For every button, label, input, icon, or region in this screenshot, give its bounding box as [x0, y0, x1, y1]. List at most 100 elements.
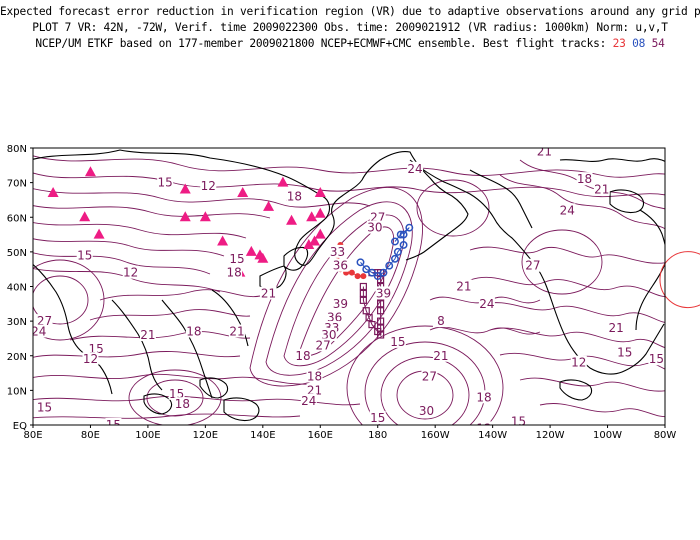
contour-label-bg	[185, 324, 202, 338]
contour-label: 21	[433, 349, 448, 363]
contour-label-bg	[306, 369, 323, 383]
contour-label-bg	[576, 172, 593, 186]
contour-label: 24	[31, 325, 46, 339]
contour-label-bg	[332, 296, 349, 310]
contour-label-bg	[320, 327, 337, 341]
contour-label-bg	[300, 393, 317, 407]
contour-label-bg	[105, 418, 122, 425]
observation-site-triangle	[314, 207, 326, 218]
contour-label-bg	[593, 182, 610, 196]
contour-label: 39	[333, 297, 348, 311]
contour-line-5	[33, 222, 247, 239]
contour-line-10	[89, 309, 251, 321]
contour-label-bg	[389, 334, 406, 348]
contour-label-bg	[315, 338, 332, 352]
coast-borneo	[223, 397, 260, 422]
contour-label: 15	[229, 252, 244, 266]
contour-label: 21	[537, 144, 552, 158]
y-axis-tick-label: 80N	[7, 144, 27, 155]
coast-alaska	[469, 169, 533, 229]
track-08-point	[391, 254, 399, 263]
coast-america-east	[635, 209, 665, 331]
contour-label: 21	[140, 328, 155, 342]
title-line-1: Expected forecast error reduction in ver…	[0, 5, 700, 18]
observation-site-triangle	[79, 211, 91, 222]
contour-label-bg	[366, 220, 383, 234]
contour-label: 21	[594, 183, 609, 197]
contour-label-bg	[476, 390, 493, 404]
coast-philippines	[199, 377, 229, 399]
x-axis-tick-label: 160W	[421, 430, 450, 441]
contour-label-bg	[174, 397, 191, 411]
track-08-point	[368, 268, 376, 277]
contour-label: 21	[229, 325, 244, 339]
contour-label-bg	[82, 352, 99, 366]
observation-site-triangle	[263, 200, 275, 211]
observation-site-triangle	[245, 245, 257, 256]
map-frame	[32, 147, 666, 426]
contour-label-bg	[286, 189, 303, 203]
contour-label: 8	[437, 314, 445, 328]
x-axis-tick-label: 120W	[536, 430, 565, 441]
contour-label: 21	[456, 280, 471, 294]
contour-label: 15	[370, 411, 385, 425]
contour-label-bg	[33, 324, 47, 338]
flight-tracks-layer	[334, 223, 414, 339]
track-23-point	[354, 273, 361, 280]
contour-label: 27	[525, 259, 540, 273]
observation-sites-layer	[47, 166, 326, 277]
track-08-point	[362, 265, 371, 274]
track-54-point	[359, 282, 367, 291]
contour-label-bg	[228, 251, 245, 265]
contour-label-bg	[226, 265, 243, 279]
observation-site-triangle	[93, 228, 105, 239]
contour-line-6	[33, 238, 225, 257]
coast-hudson-bay	[609, 189, 645, 214]
contour-label-bg	[455, 279, 472, 293]
coastlines	[33, 149, 665, 422]
track-08-point	[396, 230, 405, 239]
observation-site-triangle	[303, 238, 315, 249]
observation-site-triangle	[306, 211, 318, 222]
track-23-point	[348, 269, 355, 276]
contour-label: 12	[123, 266, 138, 280]
track-54-point	[359, 296, 367, 304]
contour-line-18	[479, 302, 665, 323]
track-08-point	[393, 247, 402, 256]
contour-label-bg	[139, 327, 156, 341]
contour-line-9	[99, 289, 261, 301]
contour-label: 15	[390, 335, 405, 349]
y-axis-tick-label: 10N	[7, 386, 27, 397]
track-54-point	[362, 307, 370, 315]
contour-label: 15	[158, 176, 173, 190]
coast-japan	[283, 246, 309, 271]
contour-label: 15	[77, 248, 92, 262]
contour-label: 18	[476, 390, 491, 404]
contour-line-21	[519, 377, 665, 392]
track-54-point	[377, 317, 385, 325]
contour-line-3	[33, 188, 371, 208]
contour-label-bg	[295, 348, 312, 362]
contour-label-bg	[306, 383, 323, 397]
observation-site-triangle	[314, 228, 326, 239]
contour-line-4	[33, 205, 271, 219]
observation-site-triangle	[254, 249, 266, 260]
contour-label-bg	[369, 210, 386, 224]
y-axis-labels: EQ 10N 20N 30N 40N 50N 60N 70N 80N	[7, 144, 33, 432]
contour-label: 24	[301, 394, 316, 408]
observation-site-triangle	[217, 235, 229, 246]
contour-label: 30	[367, 221, 382, 235]
contour-label-bg	[432, 314, 449, 328]
observation-site-triangle	[179, 211, 191, 222]
contour-line-1	[33, 155, 665, 178]
contour-label-bg	[418, 404, 435, 418]
coast-indochina	[161, 299, 213, 399]
coast-india	[111, 299, 163, 391]
track-54-label: 54	[651, 37, 665, 50]
contour-label-bg	[228, 324, 245, 338]
contour-label-bg	[510, 414, 527, 425]
contour-label-bg	[36, 314, 53, 328]
contour-label-bg	[559, 203, 576, 217]
y-axis-tick-label: EQ	[13, 421, 27, 432]
